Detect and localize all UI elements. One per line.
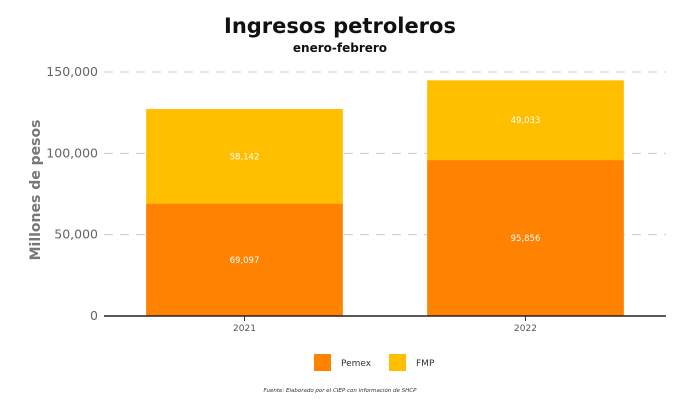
legend-label: Pemex <box>341 359 372 369</box>
x-tick-label: 2021 <box>233 324 256 334</box>
legend: Pemex FMP <box>314 354 435 371</box>
source-note: Fuente: Elaborado por el CIEP con inform… <box>264 387 418 394</box>
y-tick-label: 100,000 <box>46 145 98 160</box>
x-tick-label: 2022 <box>514 324 537 334</box>
chart-subtitle: enero-febrero <box>293 41 387 55</box>
bar-pemex-2022 <box>427 160 624 316</box>
x-axis-ticks: 2021 2022 <box>233 316 537 334</box>
y-tick-label: 0 <box>90 308 98 323</box>
y-axis-title: Millones de pesos <box>28 120 44 261</box>
y-axis-ticks: 0 50,000 100,000 150,000 <box>46 64 98 323</box>
data-label: 69,097 <box>230 256 260 266</box>
data-label: 49,033 <box>511 116 541 126</box>
chart-title: Ingresos petroleros <box>224 14 456 38</box>
y-tick-label: 50,000 <box>54 227 98 242</box>
bars: 69,097 58,142 95,856 49,033 <box>146 80 624 316</box>
data-label: 95,856 <box>511 234 541 244</box>
bar-fmp-2021 <box>146 109 343 204</box>
legend-label: FMP <box>416 359 435 369</box>
bar-pemex-2021 <box>146 203 343 316</box>
legend-swatch-pemex <box>314 354 331 371</box>
data-label: 58,142 <box>230 152 260 162</box>
legend-swatch-fmp <box>389 354 406 371</box>
bar-fmp-2022 <box>427 80 624 161</box>
y-tick-label: 150,000 <box>46 64 98 79</box>
